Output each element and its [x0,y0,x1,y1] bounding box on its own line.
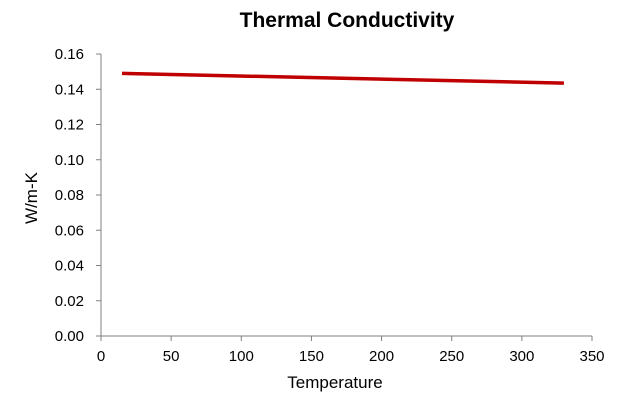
y-tick-labels: 0.00 0.02 0.04 0.06 0.08 0.10 0.12 0.14 0.16 [55,46,84,345]
plot-area [121,71,564,85]
y-tick-label: 0.04 [55,258,84,275]
y-tick-label: 0.12 [55,117,84,134]
y-axis-label: W/m-K [22,171,41,224]
y-tick-label: 0.14 [55,81,84,98]
y-tick-label: 0.10 [55,152,84,169]
chart-title: Thermal Conductivity [240,9,455,32]
x-tick-label: 100 [229,348,254,365]
x-tick-label: 200 [369,348,394,365]
x-tick-labels: 0 50 100 150 200 250 300 350 [97,348,605,365]
x-tick-label: 0 [97,348,105,365]
axes [96,53,593,341]
x-axis-label: Temperature [287,373,382,392]
x-tick-label: 150 [299,348,324,365]
y-tick-label: 0.08 [55,187,84,204]
x-tick-label: 350 [579,348,604,365]
y-tick-label: 0.16 [55,46,84,63]
x-tick-label: 300 [509,348,534,365]
y-tick-label: 0.00 [55,328,84,345]
y-tick-label: 0.06 [55,222,84,239]
x-tick-label: 50 [163,348,180,365]
y-tick-label: 0.02 [55,293,84,310]
x-tick-label: 250 [439,348,464,365]
series-line [121,71,564,85]
